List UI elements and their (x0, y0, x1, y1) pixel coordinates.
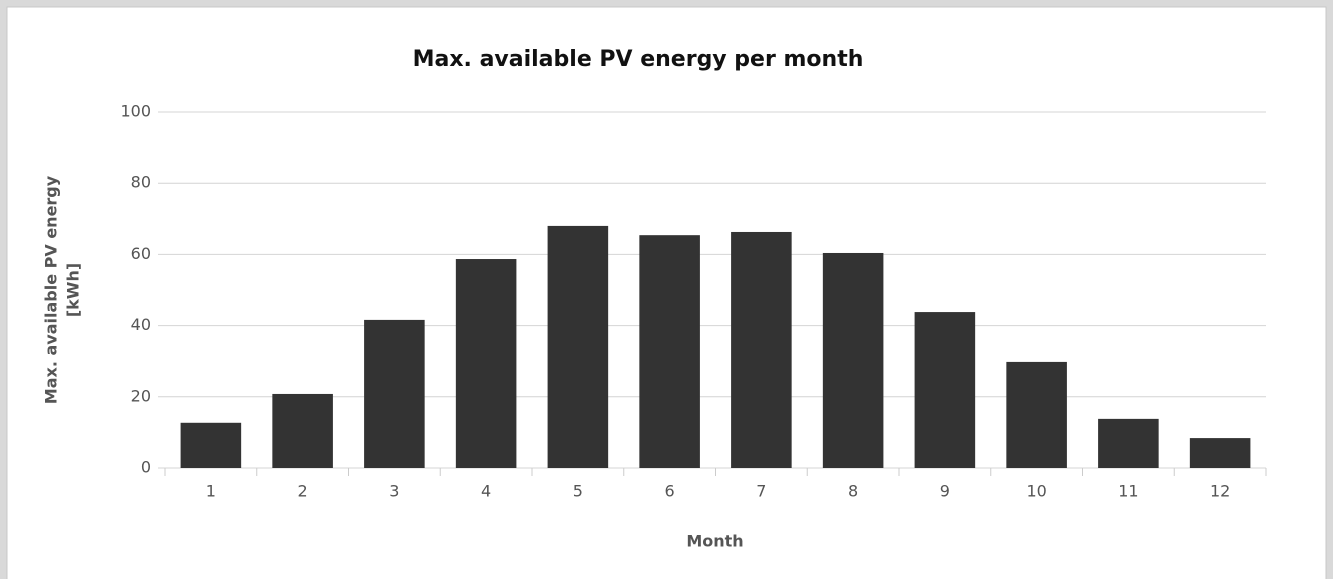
bar (272, 393, 333, 468)
x-tick-label: 3 (389, 482, 399, 501)
bar (1006, 361, 1067, 468)
x-tick-label: 6 (665, 482, 675, 501)
x-tick-label: 11 (1118, 482, 1138, 501)
bar (822, 252, 884, 468)
bar (547, 225, 609, 468)
x-tick-label: 5 (573, 482, 583, 501)
y-tick-label: 20 (131, 386, 151, 405)
y-tick-label: 0 (141, 458, 151, 477)
bar (180, 422, 242, 468)
y-tick-label: 80 (131, 173, 151, 192)
chart-title: Max. available PV energy per month (413, 47, 864, 72)
x-tick-label: 12 (1210, 482, 1230, 501)
x-axis-label: Month (686, 532, 743, 551)
bar (364, 319, 425, 468)
x-tick-label: 7 (756, 482, 766, 501)
x-tick-label: 1 (206, 482, 216, 501)
bar (455, 259, 517, 468)
bar (914, 312, 976, 468)
x-tick-label: 2 (298, 482, 308, 501)
x-tick-label: 10 (1026, 482, 1046, 501)
x-tick-label: 9 (940, 482, 950, 501)
x-tick-label: 4 (481, 482, 491, 501)
y-tick-label: 100 (120, 102, 151, 121)
bar (1189, 438, 1251, 468)
bar (1098, 418, 1159, 468)
y-axis-label: [kWh] (64, 263, 83, 317)
y-axis-label: Max. available PV energy (42, 175, 61, 404)
x-tick-label: 8 (848, 482, 858, 501)
y-tick-label: 60 (131, 244, 151, 263)
bar (639, 235, 700, 468)
bar (731, 231, 792, 468)
y-tick-label: 40 (131, 315, 151, 334)
